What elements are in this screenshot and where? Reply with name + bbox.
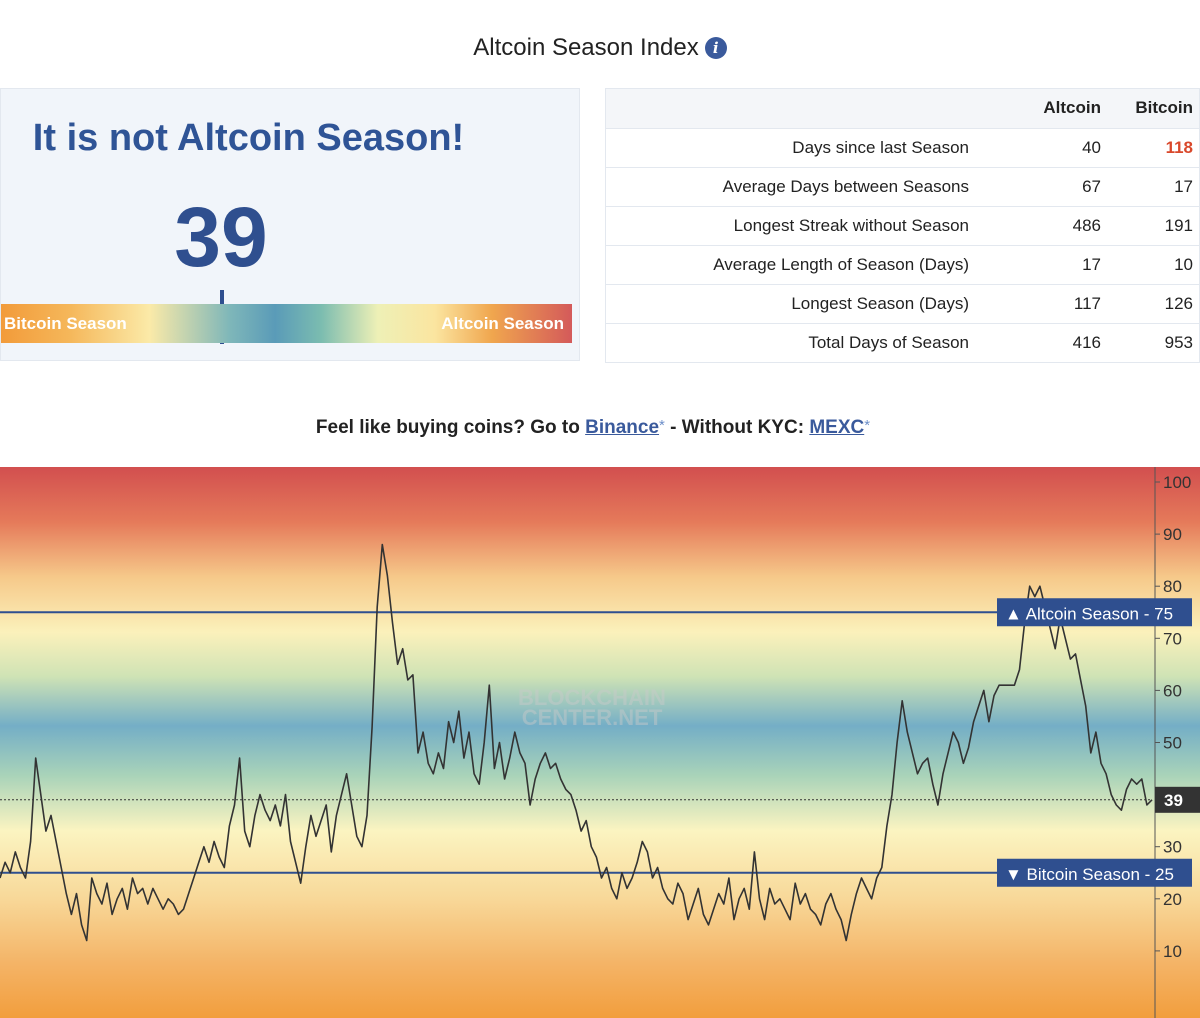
y-tick-label: 10 [1163,942,1182,961]
stats-row-label: Longest Season (Days) [606,283,993,323]
stats-altcoin-value: 67 [993,166,1107,206]
info-icon[interactable]: i [704,37,727,59]
binance-star: * [659,417,665,434]
stats-row-label: Longest Streak without Season [606,205,993,245]
y-tick-label: 100 [1163,473,1191,492]
reference-label-box [997,858,1192,887]
y-tick-label: 70 [1163,629,1182,648]
promo-middle: - Without KYC: [670,417,805,438]
col-bitcoin-header: Bitcoin [1135,98,1193,118]
reference-label-box [997,598,1192,627]
season-status-headline: It is not Altcoin Season! [32,117,465,159]
season-gauge-bar: Bitcoin Season Altcoin Season [1,304,572,343]
reference-label: ▼ Bitcoin Season - 25 [1005,865,1174,884]
stats-header-row: Altcoin Bitcoin [606,89,1199,128]
index-series-line [0,543,1153,942]
y-tick-label: 30 [1163,838,1182,857]
stats-label-header [606,89,993,128]
y-tick-label: 50 [1163,734,1182,753]
page-header: Altcoin Season Index i [0,34,1200,62]
stats-altcoin-value: 486 [993,205,1107,245]
binance-link[interactable]: Binance [585,417,660,438]
stats-row-label: Days since last Season [606,127,993,167]
stats-row: Longest Streak without Season 486 191 [606,205,1199,245]
page-title: Altcoin Season Index [473,34,699,61]
chart-watermark: BLOCKCHAIN CENTER.NET [518,685,666,730]
reference-label: ▲ Altcoin Season - 75 [1005,604,1173,623]
stats-altcoin-value: 17 [993,244,1107,284]
index-value: 39 [174,190,268,284]
stats-row: Average Length of Season (Days) 17 10 [606,244,1199,284]
stats-row: Days since last Season 40 118 [606,127,1199,167]
stats-row-label: Average Days between Seasons [606,166,993,206]
current-value-label: 39 [1164,791,1183,810]
status-card: It is not Altcoin Season! 39 Bitcoin Sea… [0,88,580,361]
stats-bitcoin-value: 17 [1107,166,1199,206]
col-altcoin-header: Altcoin [1043,98,1101,118]
stats-row: Longest Season (Days) 117 126 [606,283,1199,323]
stats-bitcoin-value: 953 [1107,322,1199,362]
stats-altcoin-value: 117 [993,283,1107,323]
y-tick-label: 60 [1163,681,1182,700]
promo-line: Feel like buying coins? Go to Binance* -… [0,417,1186,439]
stats-altcoin-value: 416 [993,322,1107,362]
stats-bitcoin-value: 10 [1107,244,1199,284]
gauge-altcoin-label: Altcoin Season [441,314,564,333]
promo-prefix: Feel like buying coins? Go to [315,417,580,438]
y-tick-label: 80 [1163,577,1182,596]
y-tick-label: 90 [1163,525,1182,544]
stats-bitcoin-value: 118 [1107,127,1199,167]
stats-bitcoin-value: 126 [1107,283,1199,323]
y-tick-label: 20 [1163,890,1182,909]
mexc-star: * [864,417,871,434]
current-value-badge [1155,786,1200,813]
stats-altcoin-value: 40 [993,127,1107,167]
stats-bitcoin-value: 191 [1107,205,1199,245]
mexc-link[interactable]: MEXC [809,417,865,438]
gauge-bitcoin-label: Bitcoin Season [4,314,127,333]
stats-row-label: Total Days of Season [606,322,993,362]
chart-background [0,467,1200,1018]
stats-row: Average Days between Seasons 67 17 [606,166,1199,206]
stats-row: Total Days of Season 416 953 [606,322,1199,362]
stats-row-label: Average Length of Season (Days) [606,244,993,284]
season-stats-table: Altcoin Bitcoin Days since last Season 40… [605,88,1200,363]
